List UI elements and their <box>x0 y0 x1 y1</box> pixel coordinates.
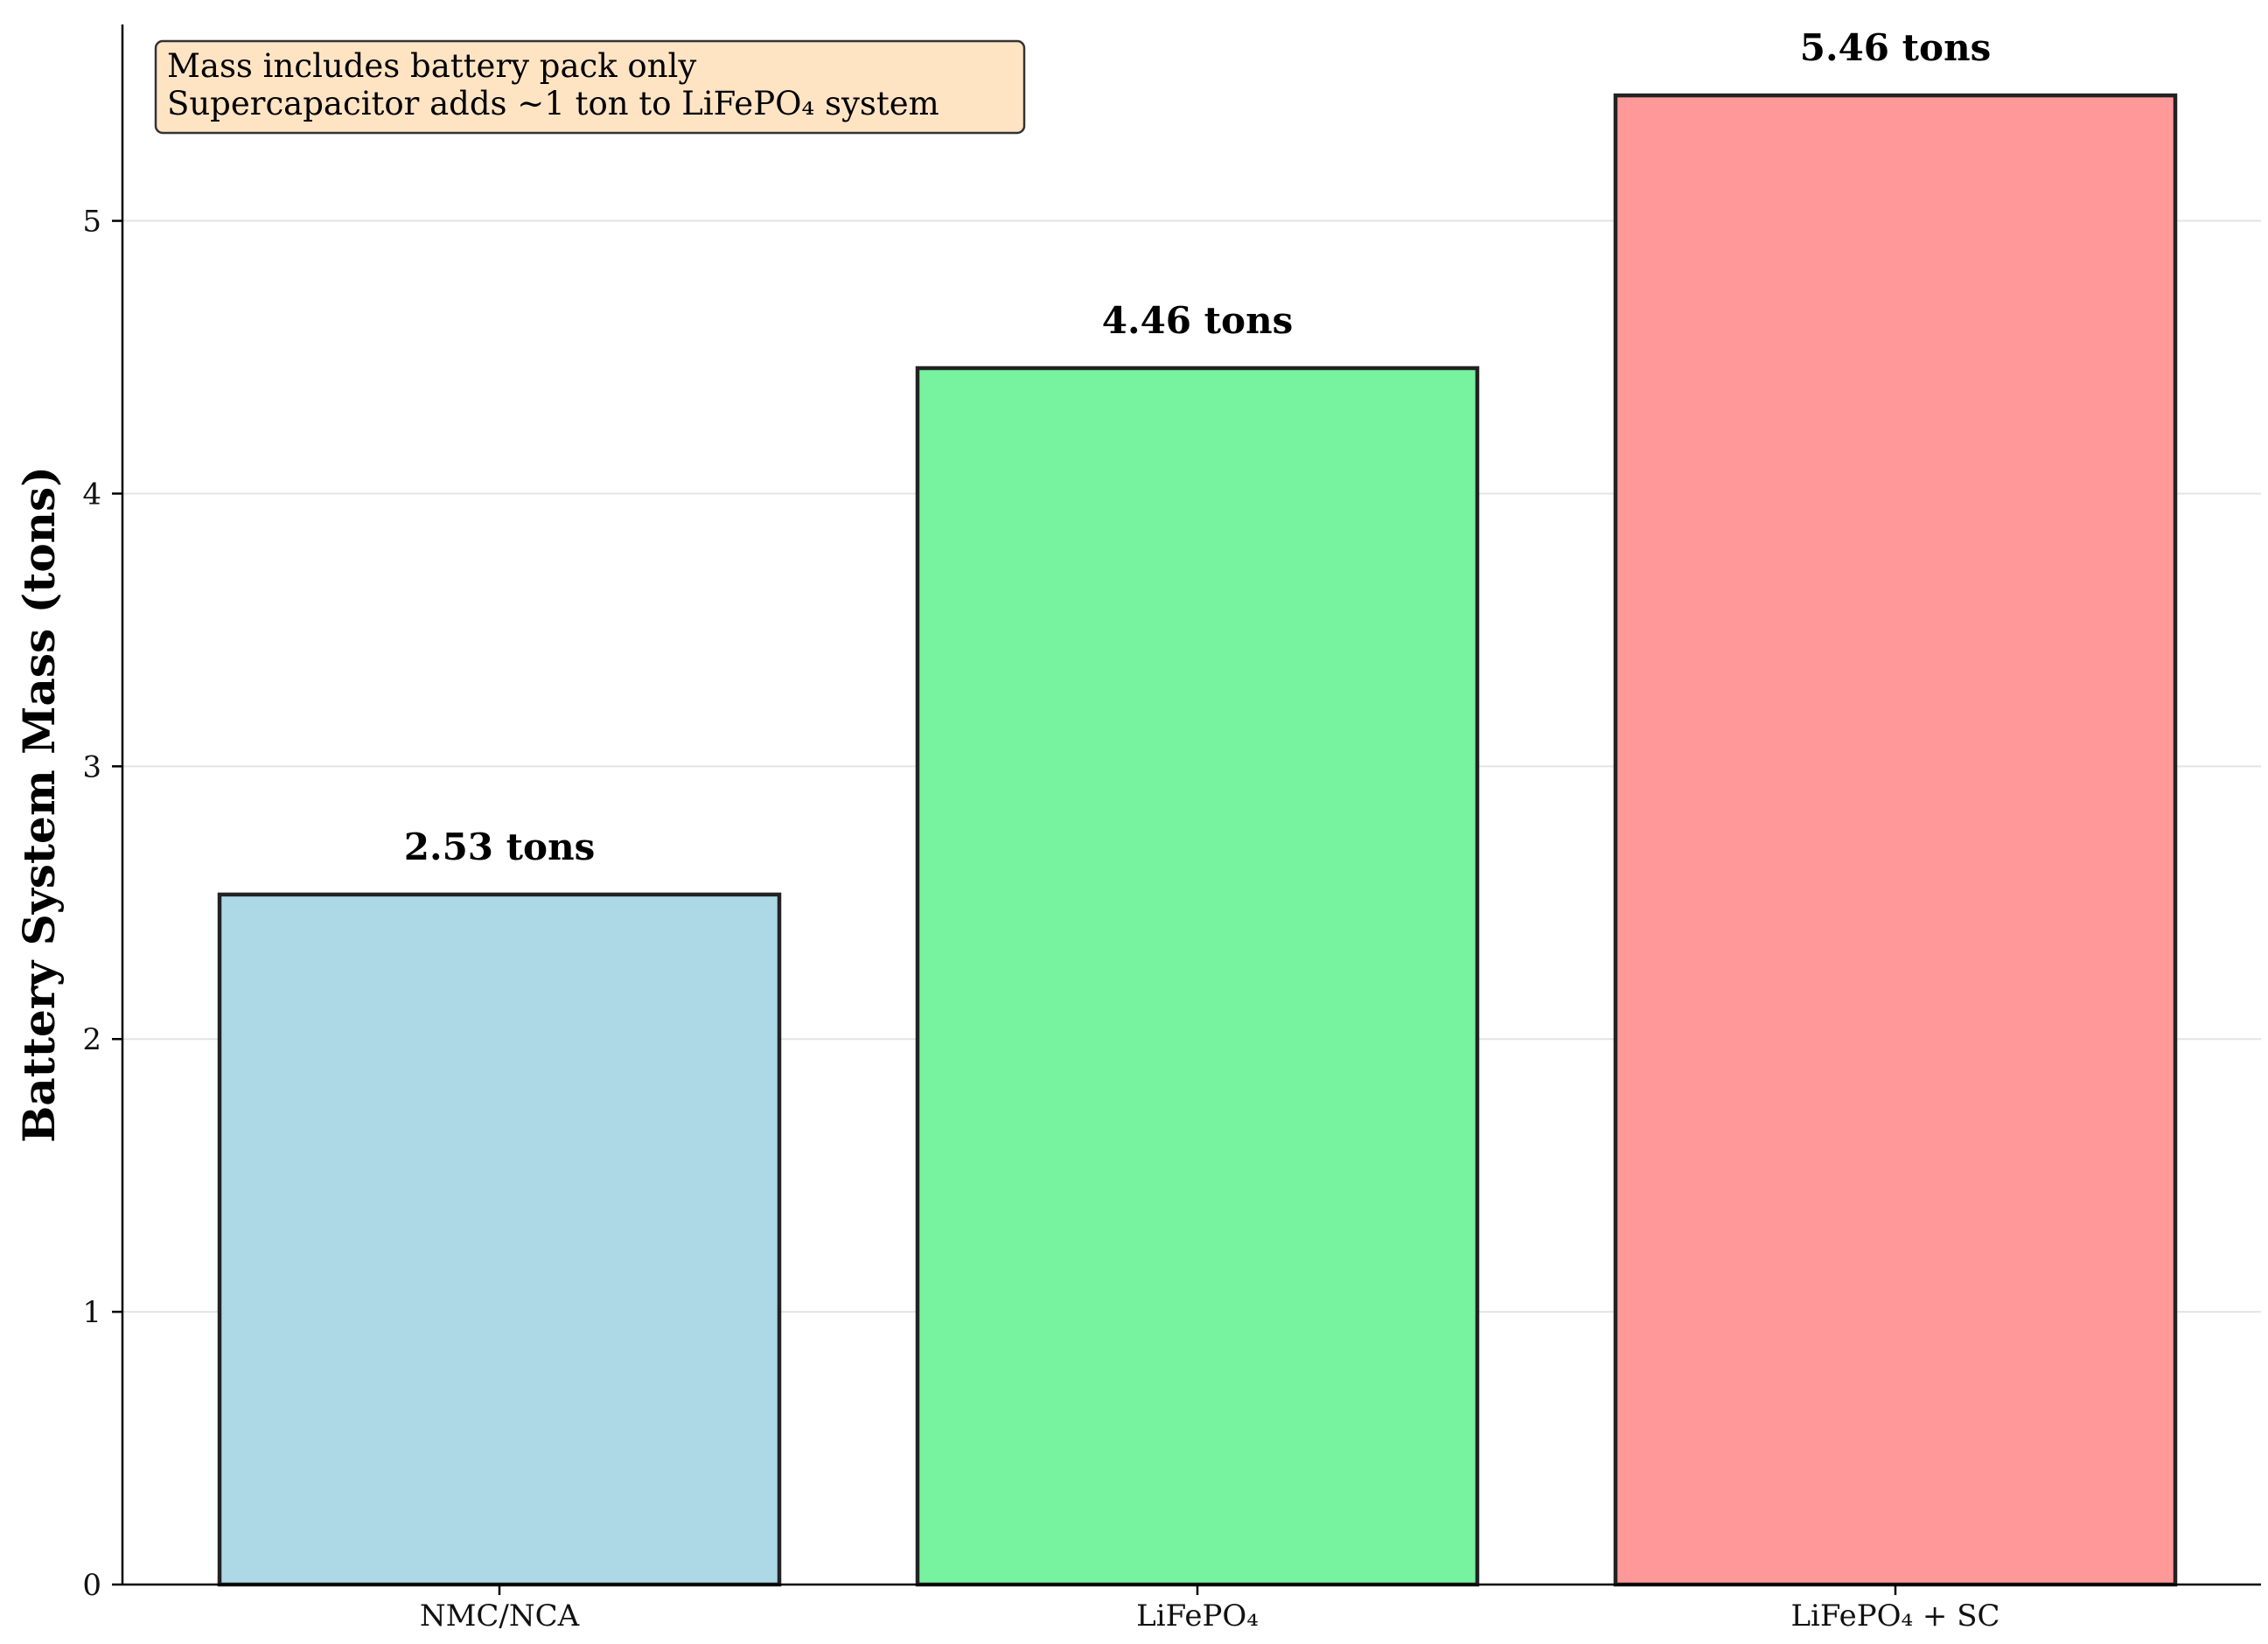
y-tick-label: 1 <box>82 1295 101 1330</box>
y-tick-label: 3 <box>82 749 101 784</box>
y-axis-title: Battery System Mass (tons) <box>13 466 65 1143</box>
x-tick-label: NMC/NCA <box>420 1599 580 1634</box>
bar-value-label: 2.53 tons <box>404 825 596 868</box>
y-ticks: 0 1 2 3 4 5 <box>82 205 122 1603</box>
x-ticks: NMC/NCA LiFePO₄ LiFePO₄ + SC <box>420 1585 2000 1634</box>
axes <box>121 24 2261 1586</box>
annotation-line-1: Mass includes battery pack only <box>167 47 696 85</box>
y-tick-label: 2 <box>82 1022 101 1057</box>
y-tick-label: 4 <box>82 477 101 512</box>
annotation-box: Mass includes battery pack only Supercap… <box>154 39 1026 135</box>
bar-value-label: 4.46 tons <box>1102 299 1294 342</box>
x-tick-label: LiFePO₄ <box>1136 1599 1259 1634</box>
annotation-line-2: Supercapacitor adds ~1 ton to LiFePO₄ sy… <box>167 85 939 122</box>
bar-value-label: 5.46 tons <box>1800 26 1992 69</box>
bar <box>915 366 1480 1587</box>
x-tick-label: LiFePO₄ + SC <box>1790 1599 1999 1634</box>
bar <box>1613 93 2178 1587</box>
annotation-background <box>154 39 1026 135</box>
y-tick-label: 5 <box>82 205 101 240</box>
y-tick-label: 0 <box>82 1568 101 1603</box>
bar <box>217 892 782 1587</box>
value-labels: 2.53 tons 4.46 tons 5.46 tons <box>404 26 1992 868</box>
bars <box>217 93 2178 1587</box>
